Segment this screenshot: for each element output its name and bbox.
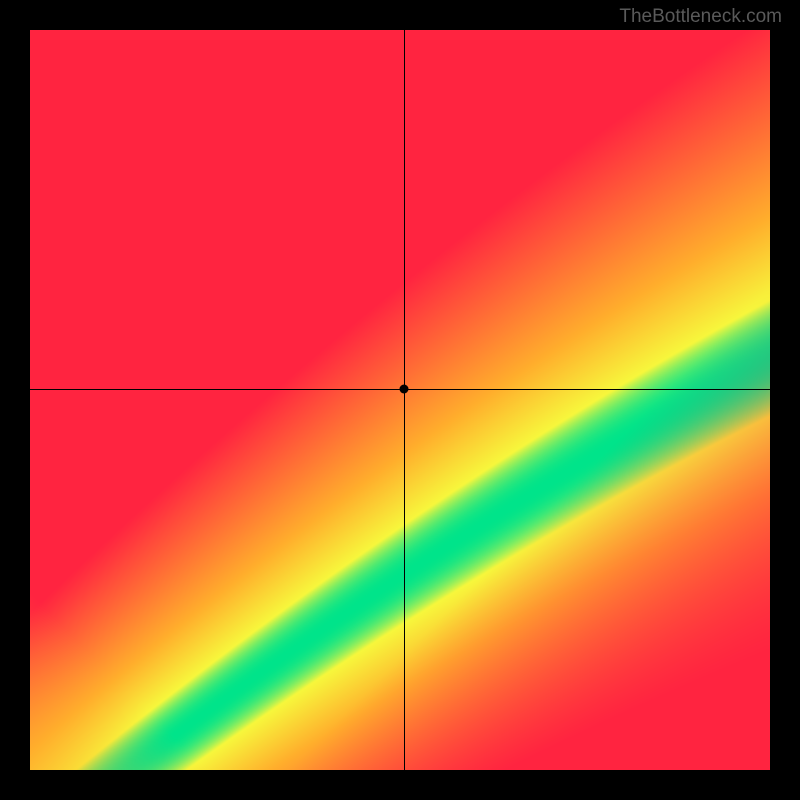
watermark-text: TheBottleneck.com xyxy=(619,6,782,28)
crosshair-marker xyxy=(399,384,408,393)
heatmap-plot-area xyxy=(30,30,770,770)
crosshair-vertical xyxy=(404,30,405,770)
heatmap-canvas xyxy=(30,30,770,770)
